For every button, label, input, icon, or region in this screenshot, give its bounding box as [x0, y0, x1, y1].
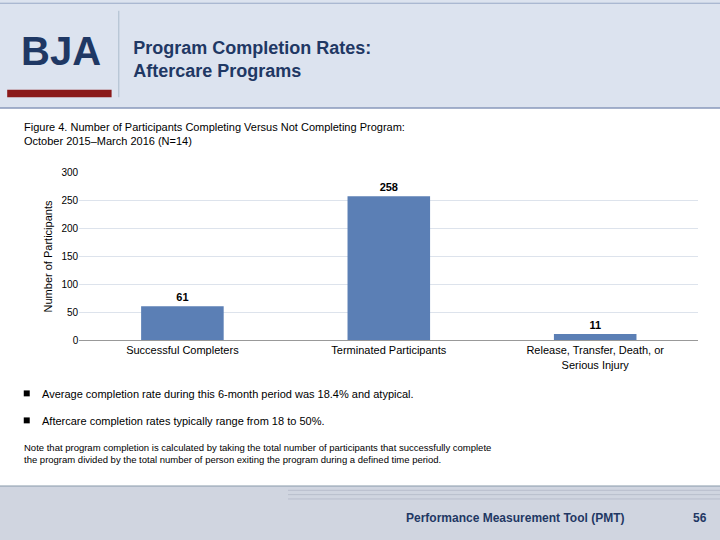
- svg-text:Release, Transfer, Death, orSe: Release, Transfer, Death, orSerious Inju…: [526, 344, 664, 370]
- svg-text:100: 100: [62, 279, 79, 290]
- svg-text:0: 0: [73, 335, 79, 346]
- svg-text:61: 61: [176, 291, 188, 303]
- svg-text:258: 258: [380, 181, 398, 193]
- svg-text:Performance Measurement Tool (: Performance Measurement Tool (PMT): [406, 511, 624, 525]
- svg-text:Program Completion Rates:After: Program Completion Rates:Aftercare Progr…: [133, 38, 371, 81]
- svg-text:Average completion rate during: Average completion rate during this 6-mo…: [42, 388, 414, 400]
- svg-text:300: 300: [62, 167, 79, 178]
- svg-text:150: 150: [62, 251, 79, 262]
- svg-text:Figure 4. Number of Participan: Figure 4. Number of Participants Complet…: [24, 121, 405, 147]
- svg-text:250: 250: [62, 195, 79, 206]
- svg-text:56: 56: [693, 511, 707, 525]
- svg-text:Aftercare completion rates typ: Aftercare completion rates typically ran…: [42, 415, 324, 427]
- svg-text:11: 11: [589, 319, 601, 331]
- svg-text:BJA: BJA: [21, 29, 101, 73]
- svg-text:Note that program completion i: Note that program completion is calculat…: [24, 442, 491, 465]
- svg-text:Successful Completers: Successful Completers: [126, 344, 239, 356]
- svg-text:Terminated Participants: Terminated Participants: [331, 344, 446, 356]
- svg-text:200: 200: [62, 223, 79, 234]
- svg-text:50: 50: [67, 307, 79, 318]
- svg-text:Number of Participants: Number of Participants: [42, 200, 54, 312]
